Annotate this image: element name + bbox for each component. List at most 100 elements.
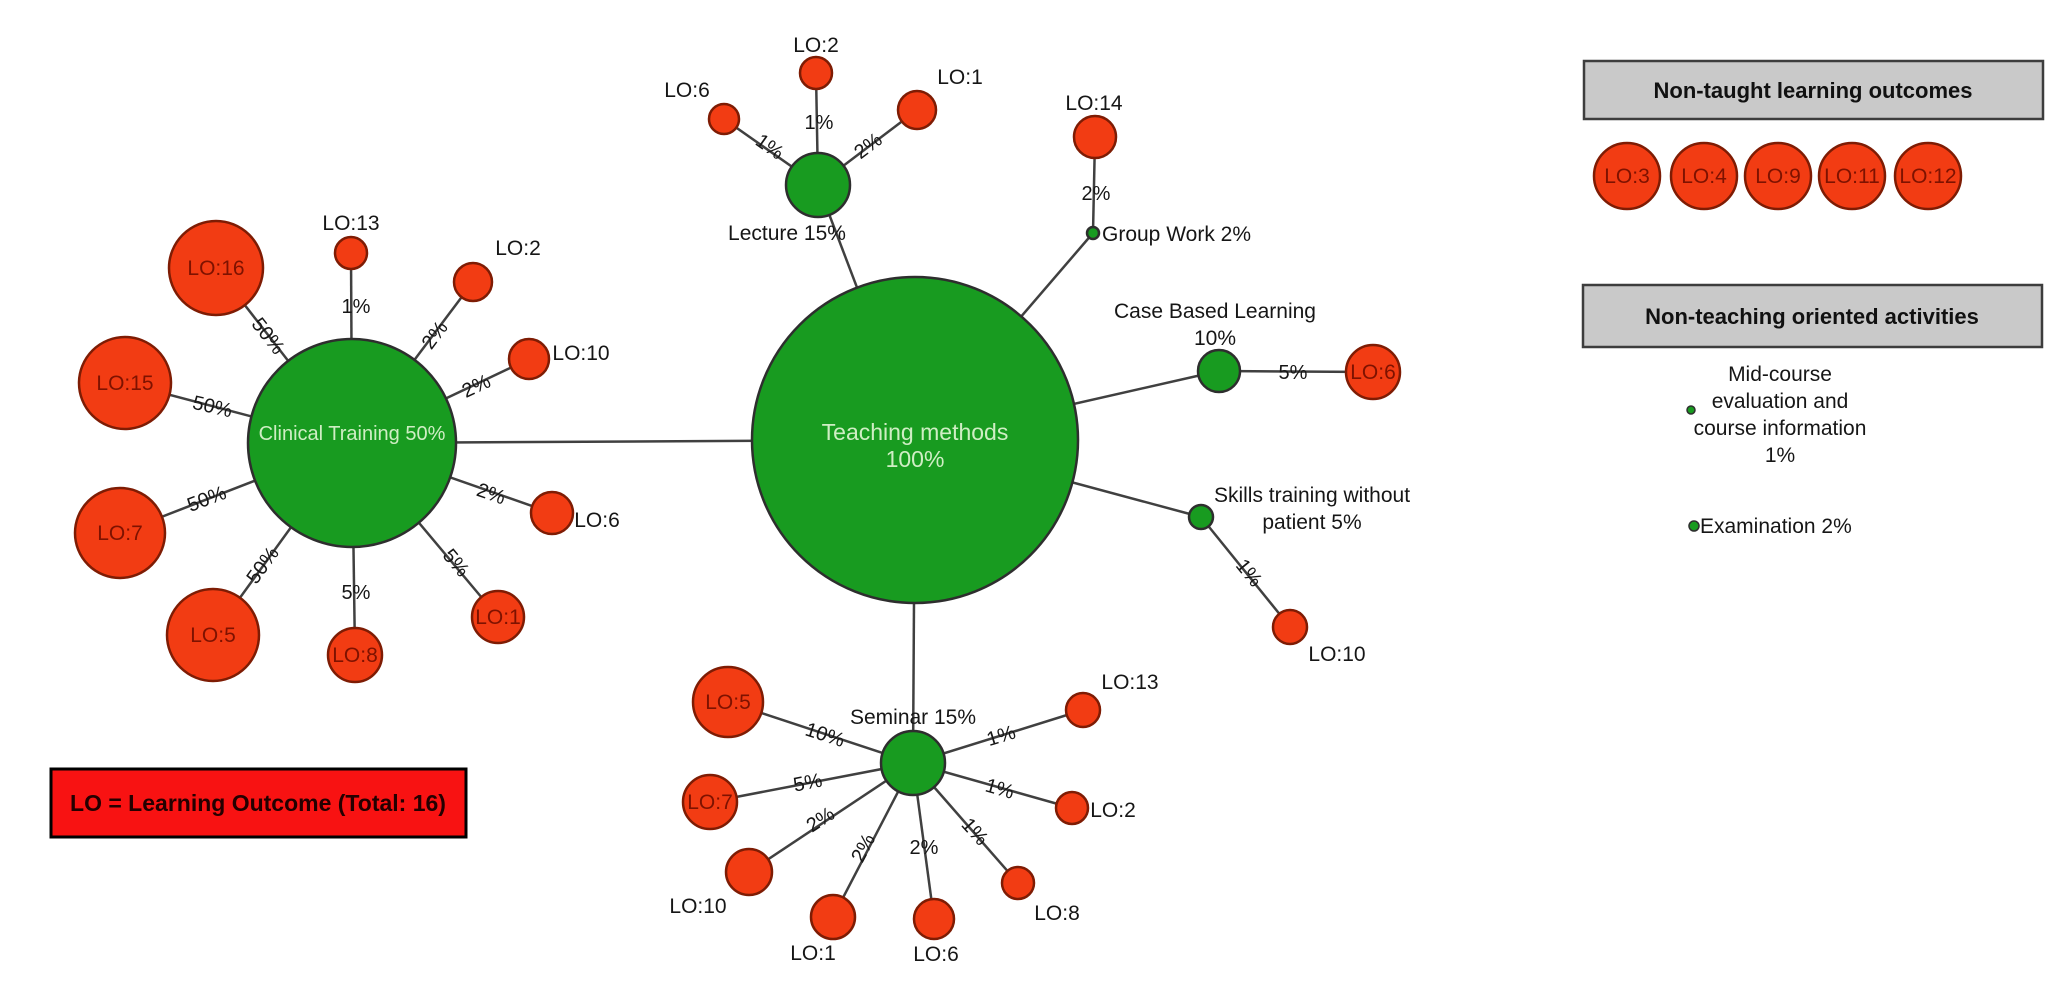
edge-label-lecture-lo1: 2% — [850, 129, 886, 164]
node-case-based-lo6 — [1344, 343, 1402, 401]
label-non-taught-lo11: LO:11 — [1824, 165, 1880, 188]
node-clinical-lo15 — [77, 335, 173, 431]
label-clinical-lo13: LO:13 — [322, 212, 379, 235]
label-group-work-lo14: LO:14 — [1065, 92, 1123, 115]
label-teaching-methods-line-0: Teaching methods — [822, 419, 1009, 445]
label-seminar-lo5: LO:5 — [705, 691, 751, 714]
edge-label-seminar-lo6: 2% — [910, 837, 939, 859]
label-clinical-lo8: LO:8 — [332, 644, 378, 667]
panel-title-non-teaching: Non-teaching oriented activities — [1645, 304, 1979, 329]
label-non-taught-lo4: LO:4 — [1681, 165, 1727, 188]
edge-label-clinical-lo7: 50% — [184, 482, 229, 517]
label-seminar-lo1: LO:1 — [790, 942, 836, 965]
activity-label-mid-course-evaluation-line-3: 1% — [1765, 444, 1795, 467]
node-seminar-lo5 — [691, 665, 765, 739]
node-seminar-lo6 — [912, 897, 956, 941]
label-lecture-lo6: LO:6 — [664, 79, 710, 102]
activity-label-mid-course-evaluation-line-1: evaluation and — [1712, 390, 1849, 413]
edge-skills-lo10 — [1200, 516, 1291, 628]
edge-label-groupwork-lo14: 2% — [1082, 183, 1111, 205]
label-lecture-lo2: LO:2 — [793, 34, 839, 57]
node-seminar-lo13 — [1064, 691, 1102, 729]
node-clinical-lo5 — [165, 587, 261, 683]
label-case-based-lo6: LO:6 — [1350, 361, 1396, 384]
label-non-taught-lo9: LO:9 — [1755, 165, 1801, 188]
activity-label-mid-course-evaluation-line-2: course information — [1694, 417, 1867, 440]
label-seminar-lo2: LO:2 — [1090, 799, 1136, 822]
label-clinical-lo16: LO:16 — [187, 257, 244, 280]
label-seminar-lo8: LO:8 — [1034, 902, 1080, 925]
label-case-based-learning-line-1: 10% — [1194, 327, 1236, 350]
label-clinical-lo15: LO:15 — [96, 372, 153, 395]
node-non-taught-lo4 — [1669, 141, 1739, 211]
node-non-taught-lo11 — [1817, 141, 1887, 211]
edge-label-seminar-lo7: 5% — [792, 770, 825, 797]
label-case-based-learning-line-0: Case Based Learning — [1114, 300, 1316, 323]
node-clinical-lo16 — [167, 219, 265, 317]
label-seminar-lo13: LO:13 — [1101, 671, 1158, 694]
node-lecture-lo1 — [896, 89, 938, 131]
edge-label-clinical-lo10: 2% — [459, 370, 495, 402]
edge-label-clinical-lo5: 50% — [242, 543, 283, 588]
node-clinical-lo10 — [507, 337, 551, 381]
node-clinical-lo8 — [326, 626, 384, 684]
edge-label-clinical-lo8: 5% — [342, 582, 371, 604]
node-seminar-lo8 — [1000, 865, 1036, 901]
edge-seminar-lo7 — [709, 761, 914, 804]
node-lecture-lo2 — [798, 55, 834, 91]
label-skills-training-without-patient-line-1: patient 5% — [1262, 511, 1361, 534]
node-skills-lo10 — [1271, 608, 1309, 646]
node-case-based-learning — [1196, 348, 1242, 394]
node-clinical-lo13 — [333, 235, 369, 271]
activity-dot-examination — [1688, 520, 1700, 532]
node-non-taught-lo9 — [1743, 141, 1813, 211]
label-clinical-lo2: LO:2 — [495, 237, 541, 260]
edge-label-casebased-lo6: 5% — [1279, 362, 1308, 384]
label-lecture-lo1: LO:1 — [937, 66, 983, 89]
node-lecture — [784, 151, 852, 219]
edge-label-lecture-lo2: 1% — [805, 112, 834, 134]
legend-label: LO = Learning Outcome (Total: 16) — [70, 790, 446, 816]
node-seminar — [879, 729, 947, 797]
panels-layer: Non-taught learning outcomes Non-teaching… — [49, 59, 2045, 839]
activity-label-examination-line-0: Examination 2% — [1700, 515, 1852, 538]
node-seminar-lo1 — [809, 893, 857, 941]
node-clinical-lo7 — [73, 486, 167, 580]
node-lecture-lo6 — [707, 102, 741, 136]
activity-dot-mid-course-evaluation — [1686, 405, 1696, 415]
node-non-taught-lo3 — [1592, 141, 1662, 211]
node-seminar-lo10 — [724, 847, 774, 897]
label-group-work-line-0: Group Work 2% — [1102, 223, 1251, 246]
node-seminar-lo7 — [681, 773, 739, 831]
label-clinical-training-line-0: Clinical Training 50% — [259, 423, 446, 445]
edge-label-seminar-lo2: 1% — [983, 775, 1017, 804]
label-clinical-lo5: LO:5 — [190, 624, 236, 647]
edge-label-clinical-lo6: 2% — [474, 479, 509, 509]
panel-header-non-taught — [1582, 59, 2045, 121]
label-seminar-line-0: Seminar 15% — [850, 706, 976, 729]
label-clinical-lo1: LO:1 — [475, 606, 521, 629]
node-clinical-lo1 — [470, 589, 526, 645]
label-seminar-lo7: LO:7 — [687, 791, 733, 814]
node-seminar-lo2 — [1054, 790, 1090, 826]
edge-label-seminar-lo5: 10% — [802, 719, 847, 752]
label-seminar-lo6: LO:6 — [913, 943, 959, 966]
node-clinical-lo2 — [452, 261, 494, 303]
nodes-layer — [73, 55, 1963, 941]
label-non-taught-lo12: LO:12 — [1899, 165, 1956, 188]
label-skills-training-without-patient-line-0: Skills training without — [1214, 484, 1410, 507]
edge-label-seminar-lo13: 1% — [984, 721, 1018, 751]
node-clinical-lo6 — [529, 490, 575, 536]
activity-label-mid-course-evaluation-line-0: Mid-course — [1728, 363, 1832, 386]
node-group-work — [1085, 225, 1101, 241]
legend-box — [49, 767, 468, 839]
label-clinical-lo6: LO:6 — [574, 509, 620, 532]
node-non-taught-lo12 — [1893, 141, 1963, 211]
label-teaching-methods-line-1: 100% — [886, 446, 945, 472]
node-clinical-training — [246, 337, 458, 549]
edge-label-clinical-lo15: 50% — [190, 392, 234, 422]
label-lecture-line-0: Lecture 15% — [728, 222, 846, 245]
label-skills-lo10: LO:10 — [1308, 643, 1365, 666]
